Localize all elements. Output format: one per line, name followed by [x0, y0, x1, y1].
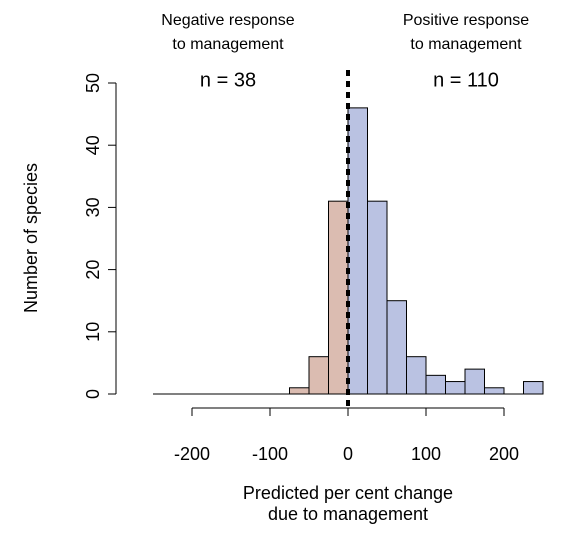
annotation-n: n = 38 — [200, 69, 256, 91]
annotation-text: to management — [410, 36, 522, 53]
x-tick-label: 0 — [343, 444, 353, 464]
bar — [386, 300, 407, 395]
bar — [406, 356, 427, 395]
x-tick-label: -200 — [174, 444, 210, 464]
bar — [523, 381, 544, 395]
y-tick-label: 30 — [83, 197, 103, 217]
annotation-text: Negative response — [161, 12, 295, 29]
y-tick-label: 40 — [83, 135, 103, 155]
bar — [425, 374, 446, 395]
bar — [484, 387, 505, 395]
annotation-text: to management — [172, 36, 284, 53]
x-axis-label: due to management — [268, 504, 428, 524]
annotation-n: n = 110 — [433, 69, 499, 91]
bar — [308, 356, 329, 395]
y-tick-label: 50 — [83, 73, 103, 93]
bar — [464, 368, 485, 395]
x-tick-label: 100 — [411, 444, 441, 464]
y-tick-label: 10 — [83, 322, 103, 342]
bar — [445, 381, 466, 395]
x-axis-label: Predicted per cent change — [243, 483, 453, 503]
y-axis-label: Number of species — [21, 163, 41, 313]
annotation-text: Positive response — [403, 12, 529, 29]
bar — [367, 200, 388, 395]
bar — [289, 387, 310, 395]
y-tick-label: 20 — [83, 260, 103, 280]
bar — [347, 107, 368, 395]
x-tick-label: 200 — [489, 444, 519, 464]
x-tick-label: -100 — [252, 444, 288, 464]
bar — [328, 200, 349, 395]
y-tick-label: 0 — [83, 389, 103, 399]
